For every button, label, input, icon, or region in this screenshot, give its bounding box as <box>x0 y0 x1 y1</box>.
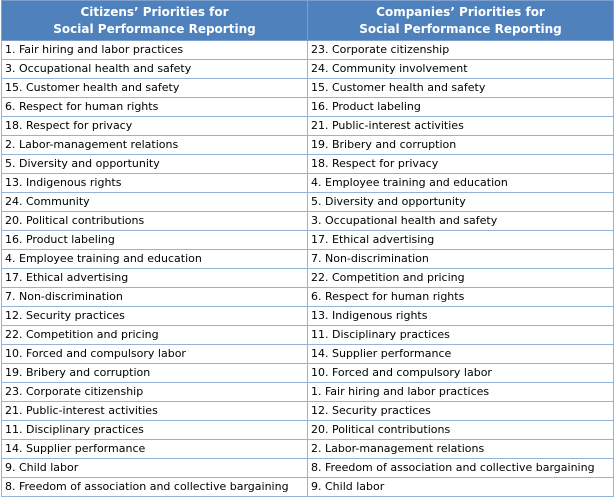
citizens-priority-cell: 12. Security practices <box>1 306 308 326</box>
companies-header-line-1: Companies’ Priorities for <box>376 4 545 19</box>
table-row: 17. Ethical advertising 22. Competition a… <box>1 268 614 288</box>
table-row: 24. Community 5. Diversity and opportunit… <box>1 192 614 212</box>
citizens-priority-cell: 10. Forced and compulsory labor <box>1 344 308 364</box>
citizens-priority-cell: 2. Labor-management relations <box>1 135 308 155</box>
companies-priority-cell: 15. Customer health and safety <box>307 78 614 98</box>
table-row: 12. Security practices 13. Indigenous rig… <box>1 306 614 326</box>
table-row: 2. Labor-management relations 19. Bribery… <box>1 135 614 155</box>
companies-priority-cell: 4. Employee training and education <box>307 173 614 193</box>
companies-priority-cell: 7. Non-discrimination <box>307 249 614 269</box>
companies-priority-cell: 19. Bribery and corruption <box>307 135 614 155</box>
companies-priority-cell: 17. Ethical advertising <box>307 230 614 250</box>
companies-priority-cell: 23. Corporate citizenship <box>307 40 614 60</box>
companies-priority-cell: 12. Security practices <box>307 401 614 421</box>
companies-priority-cell: 3. Occupational health and safety <box>307 211 614 231</box>
companies-priority-cell: 18. Respect for privacy <box>307 154 614 174</box>
companies-priority-cell: 14. Supplier performance <box>307 344 614 364</box>
table-row: 7. Non-discrimination 6. Respect for huma… <box>1 287 614 307</box>
table-row: 9. Child labor 8. Freedom of association … <box>1 458 614 478</box>
citizens-priority-cell: 20. Political contributions <box>1 211 308 231</box>
citizens-priority-cell: 22. Competition and pricing <box>1 325 308 345</box>
companies-priority-cell: 22. Competition and pricing <box>307 268 614 288</box>
companies-priority-cell: 8. Freedom of association and collective… <box>307 458 614 478</box>
companies-priority-cell: 10. Forced and compulsory labor <box>307 363 614 383</box>
citizens-priority-cell: 19. Bribery and corruption <box>1 363 308 383</box>
table-row: 8. Freedom of association and collective… <box>1 477 614 497</box>
table-row: 16. Product labeling 17. Ethical advertis… <box>1 230 614 250</box>
table-row: 19. Bribery and corruption 10. Forced and… <box>1 363 614 383</box>
citizens-priority-cell: 21. Public-interest activities <box>1 401 308 421</box>
citizens-priority-cell: 9. Child labor <box>1 458 308 478</box>
citizens-priority-cell: 3. Occupational health and safety <box>1 59 308 79</box>
companies-priority-cell: 1. Fair hiring and labor practices <box>307 382 614 402</box>
citizens-header: Citizens’ Priorities for Social Performa… <box>1 0 308 41</box>
citizens-priority-cell: 24. Community <box>1 192 308 212</box>
citizens-priority-cell: 17. Ethical advertising <box>1 268 308 288</box>
companies-priority-cell: 13. Indigenous rights <box>307 306 614 326</box>
companies-priority-cell: 21. Public-interest activities <box>307 116 614 136</box>
companies-priority-cell: 2. Labor-management relations <box>307 439 614 459</box>
table-row: 5. Diversity and opportunity 18. Respect … <box>1 154 614 174</box>
table-row: 14. Supplier performance 2. Labor-managem… <box>1 439 614 459</box>
citizens-priority-cell: 16. Product labeling <box>1 230 308 250</box>
companies-priority-cell: 24. Community involvement <box>307 59 614 79</box>
table-row: 22. Competition and pricing 11. Disciplin… <box>1 325 614 345</box>
table-row: 13. Indigenous rights 4. Employee trainin… <box>1 173 614 193</box>
table-row: 23. Corporate citizenship 1. Fair hiring … <box>1 382 614 402</box>
table-row: 20. Political contributions 3. Occupation… <box>1 211 614 231</box>
table-row: 4. Employee training and education 7. Non… <box>1 249 614 269</box>
table-row: 6. Respect for human rights 16. Product l… <box>1 97 614 117</box>
table-row: 1. Fair hiring and labor practices 23. Co… <box>1 40 614 60</box>
citizens-priority-cell: 7. Non-discrimination <box>1 287 308 307</box>
table-row: 21. Public-interest activities 12. Securi… <box>1 401 614 421</box>
companies-priority-cell: 9. Child labor <box>307 477 614 497</box>
citizens-priority-cell: 8. Freedom of association and collective… <box>1 477 308 497</box>
companies-header: Companies’ Priorities for Social Perform… <box>307 0 614 41</box>
companies-priority-cell: 16. Product labeling <box>307 97 614 117</box>
citizens-priority-cell: 5. Diversity and opportunity <box>1 154 308 174</box>
companies-priority-cell: 20. Political contributions <box>307 420 614 440</box>
companies-header-line-2: Social Performance Reporting <box>359 21 562 36</box>
companies-priority-cell: 5. Diversity and opportunity <box>307 192 614 212</box>
citizens-priority-cell: 1. Fair hiring and labor practices <box>1 40 308 60</box>
citizens-priority-cell: 14. Supplier performance <box>1 439 308 459</box>
citizens-header-line-2: Social Performance Reporting <box>53 21 256 36</box>
citizens-priority-cell: 4. Employee training and education <box>1 249 308 269</box>
citizens-header-line-1: Citizens’ Priorities for <box>80 4 229 19</box>
table-row: 3. Occupational health and safety 24. Com… <box>1 59 614 79</box>
table-row: 11. Disciplinary practices 20. Political … <box>1 420 614 440</box>
companies-priority-cell: 6. Respect for human rights <box>307 287 614 307</box>
citizens-priority-cell: 18. Respect for privacy <box>1 116 308 136</box>
table-body: 1. Fair hiring and labor practices 23. Co… <box>1 40 614 497</box>
table-row: 10. Forced and compulsory labor 14. Suppl… <box>1 344 614 364</box>
companies-priority-cell: 11. Disciplinary practices <box>307 325 614 345</box>
citizens-priority-cell: 23. Corporate citizenship <box>1 382 308 402</box>
citizens-priority-cell: 15. Customer health and safety <box>1 78 308 98</box>
table-row: 18. Respect for privacy 21. Public-intere… <box>1 116 614 136</box>
table-row: 15. Customer health and safety 15. Custom… <box>1 78 614 98</box>
citizens-priority-cell: 6. Respect for human rights <box>1 97 308 117</box>
citizens-priority-cell: 13. Indigenous rights <box>1 173 308 193</box>
citizens-priority-cell: 11. Disciplinary practices <box>1 420 308 440</box>
header-row: Citizens’ Priorities for Social Performa… <box>1 0 614 41</box>
